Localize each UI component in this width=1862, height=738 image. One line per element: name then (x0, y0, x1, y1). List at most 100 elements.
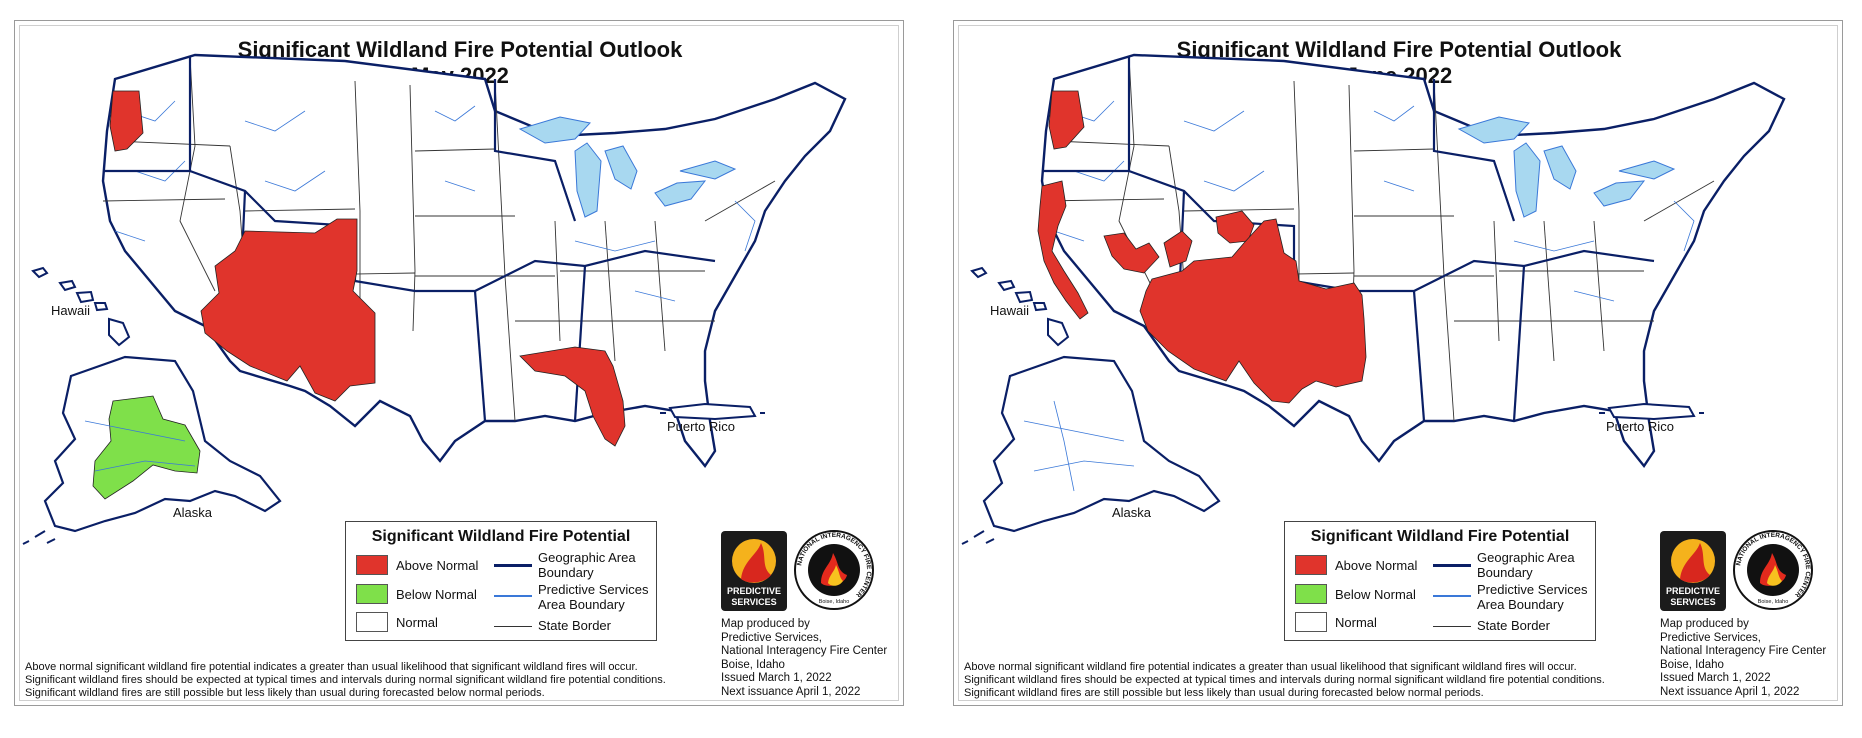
footnote-line: Significant wildland fires should be exp… (964, 674, 1605, 686)
credit-line: Issued March 1, 2022 (721, 672, 832, 684)
alaska-aleutians (961, 530, 995, 545)
great-lakes (1457, 116, 1676, 218)
great-lakes (518, 116, 737, 218)
panel-inner-frame (958, 25, 1838, 701)
legend-psa-line1: Predictive Services (538, 582, 649, 597)
legend-state-label: State Border (1477, 618, 1550, 633)
map-credit: Map produced by Predictive Services, Nat… (721, 618, 887, 699)
conus-land (101, 53, 847, 469)
line-gacc-sample (1433, 564, 1471, 567)
credit-line: National Interagency Fire Center (1660, 645, 1827, 657)
legend-title: Significant Wildland Fire Potential (1310, 528, 1570, 545)
swatch-normal (356, 612, 388, 632)
swatch-above-normal (1295, 555, 1327, 575)
predictive-services-logo: PREDICTIVE SERVICES (721, 531, 787, 611)
legend-gacc-label: Geographic Area Boundary (1477, 550, 1575, 580)
footnote-line: Significant wildland fires should be exp… (25, 674, 666, 686)
swatch-above-normal (356, 555, 388, 575)
legend-title: Significant Wildland Fire Potential (371, 528, 631, 545)
credit-line: Predictive Services, (721, 631, 822, 644)
ps-logo-line2: SERVICES (1670, 597, 1715, 607)
legend-above-normal-label: Above Normal (396, 558, 479, 573)
map-footnote: Above normal significant wildland fire p… (964, 661, 1605, 700)
label-alaska: Alaska (1112, 505, 1152, 520)
above-normal-southwest (200, 218, 376, 402)
credit-line: Boise, Idaho (721, 658, 785, 671)
nifc-logo: NATIONAL INTERAGENCY FIRE CENTER Boise, … (794, 530, 874, 610)
line-psa-sample (1433, 595, 1471, 597)
nifc-city-text: Boise, Idaho (819, 599, 850, 605)
above-normal-oregon (109, 90, 144, 152)
footnote-line: Significant wildland fires are still pos… (964, 687, 1484, 699)
credit-line: National Interagency Fire Center (721, 645, 888, 657)
alaska-psa (1023, 400, 1135, 492)
map-canvas (961, 53, 1786, 545)
legend-above-normal-label: Above Normal (1335, 558, 1418, 573)
legend-psa-line2: Area Boundary (1477, 597, 1564, 612)
credit-line: Issued March 1, 2022 (1660, 672, 1771, 684)
line-psa-sample (494, 595, 532, 597)
legend-below-normal-label: Below Normal (396, 587, 477, 602)
label-hawaii: Hawaii (990, 303, 1030, 318)
above-normal-florida (519, 346, 626, 447)
panel-inner-frame (19, 25, 899, 701)
label-puerto-rico: Puerto Rico (1606, 419, 1674, 434)
legend-gacc-line1: Geographic Area (1477, 550, 1575, 565)
puerto-rico-land (668, 402, 757, 421)
legend-normal-label: Normal (396, 615, 438, 630)
above-normal-southwest (1139, 218, 1367, 404)
legend-box: Significant Wildland Fire Potential Abov… (1284, 521, 1596, 641)
legend-below-normal-label: Below Normal (1335, 587, 1416, 602)
legend-gacc-line1: Geographic Area (538, 550, 636, 565)
above-normal-oregon (1048, 90, 1085, 150)
legend-gacc-label: Geographic Area Boundary (538, 550, 636, 580)
alaska-aleutians (22, 530, 56, 545)
ps-logo-line2: SERVICES (731, 597, 776, 607)
legend-normal-label: Normal (1335, 615, 1377, 630)
gacc-boundaries (103, 57, 716, 422)
ps-logo-line1: PREDICTIVE (727, 586, 781, 596)
ps-logo-line1: PREDICTIVE (1666, 586, 1720, 596)
footnote-line: Significant wildland fires are still pos… (25, 687, 545, 699)
legend-state-label: State Border (538, 618, 611, 633)
alaska-land (982, 355, 1221, 533)
legend-psa-line1: Predictive Services (1477, 582, 1588, 597)
hawaii-islands (31, 266, 131, 347)
label-puerto-rico: Puerto Rico (667, 419, 735, 434)
credit-line: Map produced by (1660, 618, 1749, 630)
legend-gacc-line2: Boundary (1477, 565, 1533, 580)
alaska-psa (84, 420, 196, 472)
outlook-panel-june: Significant Wildland Fire Potential Outl… (953, 20, 1843, 706)
swatch-below-normal (1295, 584, 1327, 604)
footnote-line: Above normal significant wildland fire p… (25, 661, 638, 673)
map-title: Significant Wildland Fire Potential Outl… (1176, 37, 1622, 62)
map-title: Significant Wildland Fire Potential Outl… (237, 37, 683, 62)
puerto-rico-land (1607, 402, 1696, 421)
hawaii-islands (970, 266, 1070, 347)
line-state-sample (494, 626, 532, 627)
map-footnote: Above normal significant wildland fire p… (25, 661, 666, 700)
legend-box: Significant Wildland Fire Potential Abov… (345, 521, 657, 641)
credit-line: Predictive Services, (1660, 631, 1761, 644)
footnote-line: Above normal significant wildland fire p… (964, 661, 1577, 673)
line-state-sample (1433, 626, 1471, 627)
legend-gacc-line2: Boundary (538, 565, 594, 580)
above-normal-california (1037, 180, 1089, 320)
nifc-city-text: Boise, Idaho (1758, 599, 1789, 605)
map-canvas (22, 53, 847, 545)
line-gacc-sample (494, 564, 532, 567)
legend-psa-label: Predictive Services Area Boundary (1477, 582, 1588, 612)
legend-psa-line2: Area Boundary (538, 597, 625, 612)
credit-line: Next issuance April 1, 2022 (721, 685, 861, 698)
nifc-logo: NATIONAL INTERAGENCY FIRE CENTER Boise, … (1733, 530, 1813, 610)
gacc-boundaries (1042, 57, 1655, 422)
swatch-normal (1295, 612, 1327, 632)
below-normal-alaska (92, 395, 201, 500)
swatch-below-normal (356, 584, 388, 604)
label-alaska: Alaska (173, 505, 213, 520)
label-hawaii: Hawaii (51, 303, 91, 318)
credit-line: Boise, Idaho (1660, 658, 1724, 671)
legend-psa-label: Predictive Services Area Boundary (538, 582, 649, 612)
predictive-services-logo: PREDICTIVE SERVICES (1660, 531, 1726, 611)
outlook-panel-may: Significant Wildland Fire Potential Outl… (14, 20, 904, 706)
